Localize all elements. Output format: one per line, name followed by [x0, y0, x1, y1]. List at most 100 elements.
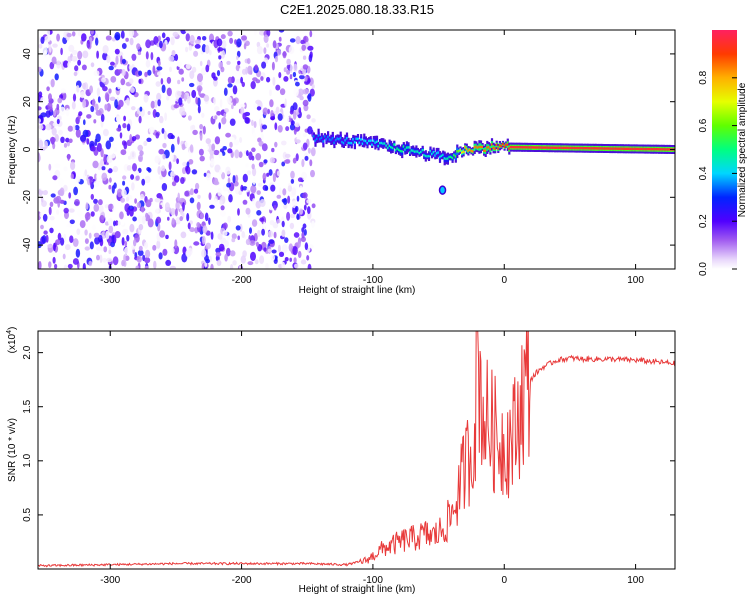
spectrogram-noise-blob [263, 247, 267, 252]
snr-panel: -300 -200 -100 0 100 0.5 1.0 1.5 2.0 Height of … [6, 327, 676, 595]
spectrogram-noise-blob [81, 33, 87, 42]
spectrogram-noise-blob [157, 99, 161, 107]
spectrogram-noise-blob [178, 97, 183, 106]
spectrogram-signal-core [462, 150, 465, 153]
spectrogram-signal-core [651, 148, 654, 151]
spectrogram-noise-blob [281, 244, 288, 254]
spectrogram-noise-blob [310, 169, 315, 178]
spectrogram-noise-blob [301, 231, 305, 239]
spectrogram-noise-blob [304, 155, 309, 161]
spectrogram-noise-blob [239, 137, 243, 143]
spectrogram-signal-core [412, 149, 415, 152]
spectrogram-signal-core [478, 145, 481, 149]
spectrogram-noise-blob [108, 249, 112, 255]
spectrogram-noise-blob [261, 61, 267, 69]
spectrogram-noise-blob [244, 117, 250, 124]
spectrogram-noise-blob [185, 30, 192, 33]
spectrogram-noise-blob [123, 115, 126, 122]
spectrogram-noise-blob [218, 122, 221, 130]
spectrogram-signal-core [640, 147, 643, 151]
spectrogram-noise-blob [283, 76, 289, 82]
spectrogram-noise-blob [289, 257, 293, 262]
spectrogram-noise-blob [276, 219, 281, 224]
spectrogram-noise-blob [74, 124, 80, 131]
spectrogram-noise-blob [59, 106, 66, 116]
spectrogram-noise-blob [126, 97, 130, 106]
spectrogram-signal-core [431, 152, 434, 156]
spectrogram-noise-blob [165, 234, 169, 240]
spectrogram-noise-blob [224, 240, 229, 248]
spectrogram-signal-core [658, 148, 661, 151]
spectrogram-noise-blob [272, 40, 277, 49]
spectrogram-noise-blob [270, 110, 274, 118]
spectrogram-signal-core [467, 149, 470, 152]
spectrogram-noise-blob [102, 45, 109, 54]
spectrogram-noise-blob [156, 240, 161, 249]
spectrogram-signal-core [312, 135, 315, 138]
spectrogram-signal-core [470, 149, 473, 153]
spectrogram-noise-blob [67, 61, 71, 68]
spectrogram-noise-blob [252, 139, 259, 144]
spectrogram-noise-blob [96, 50, 99, 59]
spectrogram-noise-blob [302, 99, 309, 107]
spectrogram-noise-blob [268, 89, 272, 97]
spectrogram-noise-blob [182, 161, 188, 167]
spectrogram-noise-blob [44, 140, 48, 149]
spectrogram-noise-blob [213, 149, 220, 156]
spectrogram-noise-blob [237, 235, 240, 241]
spectrogram-noise-blob [51, 127, 57, 136]
spectrogram-noise-blob [171, 217, 175, 225]
spectrogram-noise-blob [116, 127, 122, 132]
spectrogram-noise-blob [270, 184, 276, 192]
snr-x-tick-label: -300 [100, 575, 120, 586]
snr-scale-exponent: 4 [6, 330, 13, 334]
spectrogram-noise-blob [60, 47, 63, 56]
spectrogram-signal-core [483, 149, 486, 152]
spectrogram-signal-core [457, 150, 460, 153]
spectrogram-noise-blob [174, 175, 180, 183]
spectrogram-noise-blob [256, 106, 262, 111]
spectrogram-signal-core [661, 148, 664, 151]
spectrogram-noise-blob [240, 106, 245, 115]
spectrogram-noise-blob [72, 124, 76, 133]
snr-x-axis: -300 -200 -100 0 100 [100, 331, 644, 586]
spectrogram-noise-blob [200, 67, 207, 76]
spectrogram-noise-blob [279, 88, 286, 96]
spectrogram-noise-blob [227, 30, 233, 37]
spectrogram-noise-blob [129, 208, 134, 217]
spectrogram-noise-blob [260, 76, 264, 81]
spectrogram-noise-blob [201, 235, 206, 245]
spectrogram-noise-blob [219, 99, 223, 108]
spectrogram-noise-blob [107, 203, 114, 210]
spectrogram-noise-blob [113, 182, 117, 189]
spectrogram-noise-blob [225, 166, 231, 175]
spectrogram-noise-blob [241, 186, 248, 191]
spectrogram-noise-blob [134, 198, 138, 204]
spectrogram-noise-blob [155, 208, 160, 214]
spectrogram-signal-core [319, 137, 322, 141]
spectrogram-noise-blob [122, 123, 127, 129]
spectrogram-noise-blob [56, 103, 60, 111]
spectrogram-noise-blob [284, 237, 289, 244]
spectrogram-noise-blob [284, 159, 290, 164]
spectrogram-noise-blob [300, 236, 306, 243]
spectrogram-noise-blob [229, 37, 234, 44]
spectrogram-signal-core [588, 147, 591, 150]
spectrogram-noise-blob [240, 76, 244, 84]
spectrogram-noise-blob [137, 215, 144, 224]
spectrogram-noise-blob [261, 124, 268, 130]
spectrogram-noise-blob [214, 198, 218, 208]
spectrogram-noise-blob [155, 81, 161, 87]
spectrogram-noise-blob [90, 211, 95, 217]
spectrogram-noise-blob [110, 76, 117, 83]
spectrogram-noise-blob [248, 151, 253, 161]
spectrogram-signal-core [601, 147, 604, 150]
spectrogram-noise-blob [306, 254, 310, 261]
spectrogram-noise-blob [128, 64, 133, 71]
spectrogram-noise-blob [297, 239, 301, 248]
spectrogram-noise-blob [186, 95, 191, 104]
spectrogram-signal-core [492, 146, 495, 150]
spectrogram-signal-core [632, 147, 635, 151]
spectrogram-noise-blob [162, 142, 167, 149]
